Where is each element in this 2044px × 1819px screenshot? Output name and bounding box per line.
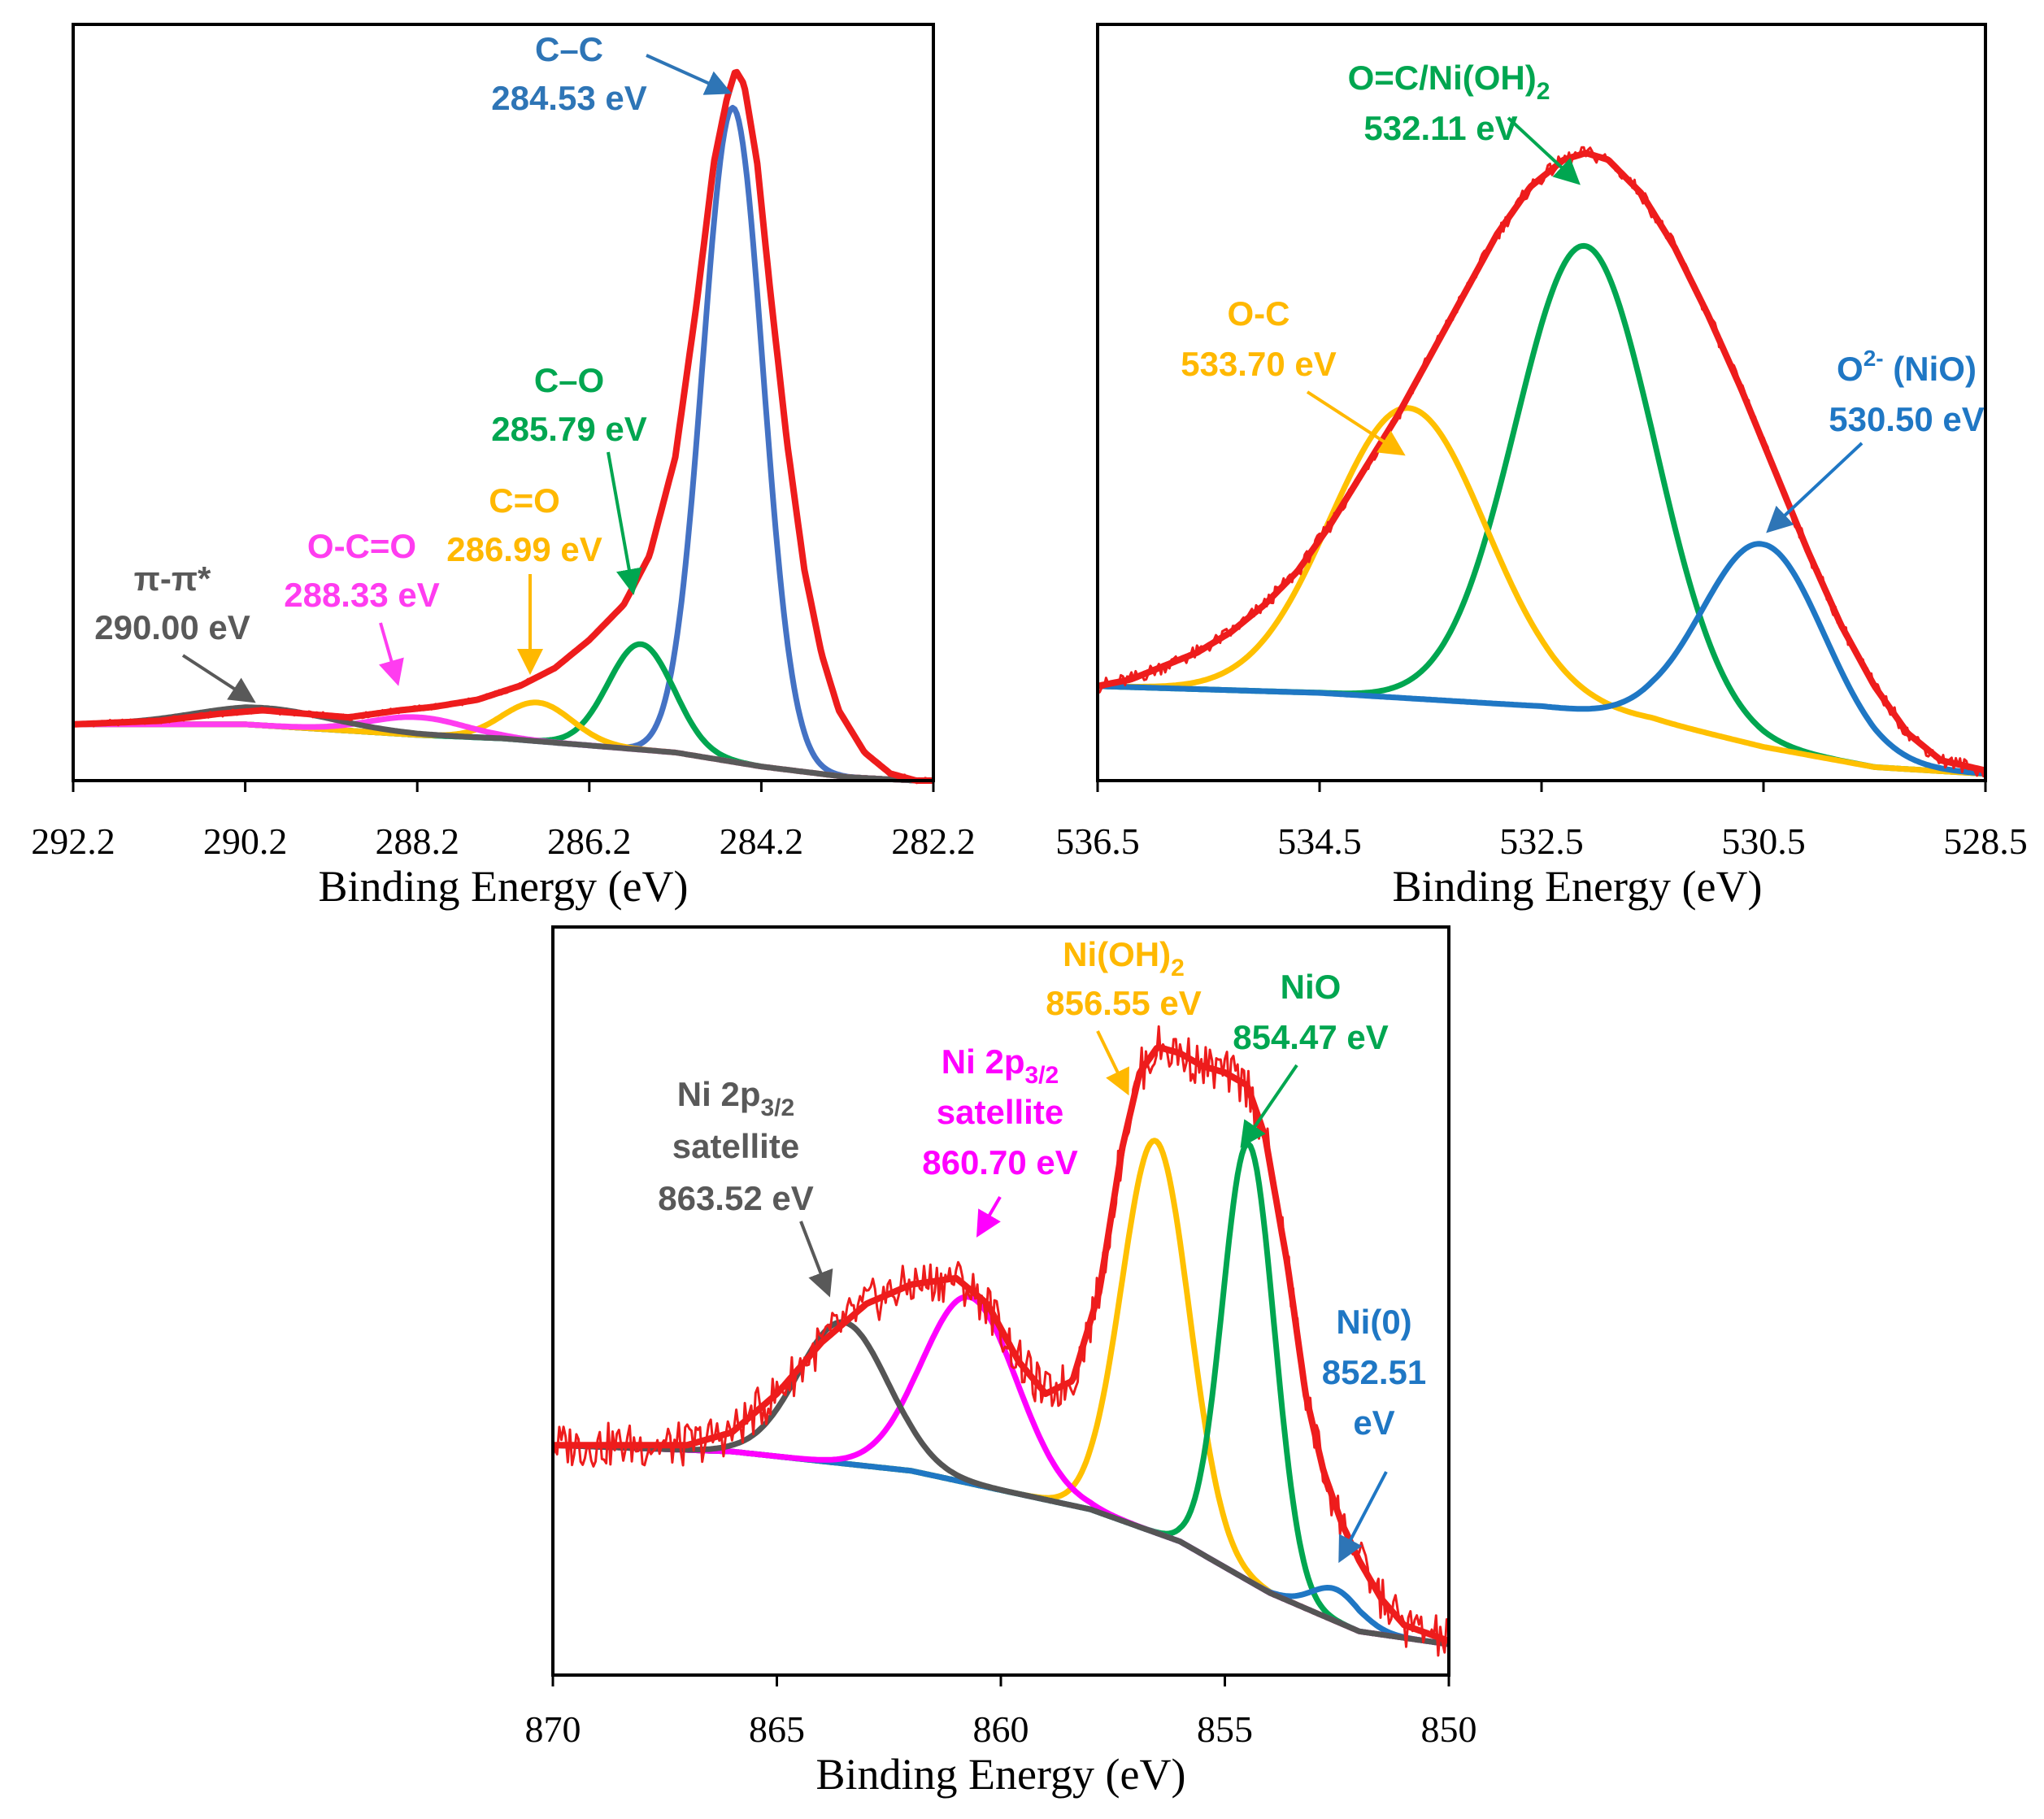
ni2p-annotation-nio-name: NiO	[1281, 968, 1342, 1006]
c1s-tick-label-1: 290.2	[203, 820, 288, 862]
o1s-tick-label-2: 532.5	[1499, 820, 1584, 862]
ni2p-plot-area	[551, 1025, 1450, 1657]
c1s-frame	[72, 23, 935, 782]
o1s-peak-2	[1097, 541, 1986, 777]
ni2p-panel: 870 865 860 855 850 Binding Energy (eV) Ni(O…	[525, 925, 1477, 1799]
o1s-tick-label-0: 536.5	[1055, 820, 1140, 862]
c1s-x-ticks: 292.2 290.2 288.2 286.2 284.2 282.2	[31, 781, 976, 862]
ni2p-annotation-nio-energy: 854.47 eV	[1233, 1018, 1389, 1056]
c1s-peak-4	[72, 704, 934, 784]
o1s-envelope	[1096, 150, 1987, 774]
o1s-arrow-oc	[1306, 390, 1406, 456]
c1s-tick-label-4: 284.2	[720, 820, 804, 862]
c1s-tick-label-3: 286.2	[547, 820, 632, 862]
o1s-annotation-oc-nioh-energy: 532.11 eV	[1363, 109, 1517, 147]
c1s-annotation-pi: π-π* 290.00 eV	[94, 559, 256, 703]
ni2p-x-axis-label: Binding Energy (eV)	[816, 1750, 1186, 1799]
c1s-plot-area	[72, 68, 935, 785]
o1s-tick-label-4: 528.5	[1943, 820, 2028, 862]
ni2p-annotation-ni0-unit: eV	[1353, 1403, 1394, 1442]
c1s-annotation-c-double-o: C=O 286.99 eV	[446, 481, 602, 675]
c1s-annotation-co-name: C–O	[534, 361, 604, 399]
ni2p-tick-label-0: 870	[525, 1708, 581, 1750]
o1s-annotation-oc-name: O-C	[1228, 294, 1290, 333]
c1s-annotation-ocdo-energy: 288.33 eV	[284, 576, 440, 614]
ni2p-arrow-sat-863	[799, 1221, 833, 1298]
ni2p-annotation-sat-860-label: satellite	[937, 1093, 1063, 1131]
o1s-panel: 536.5 534.5 532.5 530.5 528.5 Binding Energy…	[1055, 23, 2028, 911]
ni2p-arrow-ni0	[1338, 1471, 1388, 1564]
o1s-arrow-oc-nioh	[1507, 116, 1581, 185]
o1s-tick-label-1: 534.5	[1277, 820, 1362, 862]
c1s-annotation-cc-energy: 284.53 eV	[491, 79, 647, 117]
ni2p-annotation-sat-863-label: satellite	[672, 1127, 799, 1165]
o1s-annotation-oc-energy: 533.70 eV	[1181, 345, 1337, 383]
c1s-annotation-co: C–O 285.79 eV	[491, 361, 647, 595]
ni2p-annotation-nioh2-name: Ni(OH)2	[1063, 935, 1185, 981]
ni2p-annotation-nioh2-energy: 856.55 eV	[1046, 984, 1202, 1022]
o1s-annotation-oc-nioh-name: O=C/Ni(OH)2	[1348, 59, 1550, 105]
ni2p-annotation-sat-860-name: Ni 2p3/2	[942, 1042, 1059, 1089]
o1s-x-axis-label: Binding Energy (eV)	[1393, 862, 1763, 911]
ni2p-annotation-sat-860: Ni 2p3/2 satellite 860.70 eV	[922, 1042, 1078, 1238]
ni2p-arrow-nioh2	[1096, 1030, 1129, 1096]
c1s-tick-label-2: 288.2	[375, 820, 459, 862]
ni2p-annotation-sat-863-energy: 863.52 eV	[658, 1179, 814, 1217]
o1s-annotation-nio-energy: 530.50 eV	[1829, 400, 1985, 438]
ni2p-envelope	[551, 1043, 1450, 1644]
ni2p-arrow-nio	[1240, 1064, 1298, 1148]
ni2p-tick-label-2: 860	[973, 1708, 1029, 1750]
c1s-x-axis-label: Binding Energy (eV)	[319, 862, 689, 911]
c1s-annotation-c-double-o-energy: 286.99 eV	[446, 530, 602, 568]
ni2p-tick-label-3: 855	[1197, 1708, 1253, 1750]
ni2p-annotation-sat-863-name: Ni 2p3/2	[677, 1075, 794, 1121]
o1s-annotation-oc: O-C 533.70 eV	[1181, 294, 1406, 456]
ni2p-tick-label-1: 865	[749, 1708, 805, 1750]
o1s-x-ticks: 536.5 534.5 532.5 530.5 528.5	[1055, 781, 2028, 862]
ni2p-annotation-ni0: Ni(0) 852.51 eV	[1322, 1303, 1426, 1564]
o1s-peak-1	[1097, 405, 1986, 777]
o1s-annotation-nio-name: O2- (NiO)	[1837, 346, 1977, 388]
o1s-raw-spectrum	[1097, 146, 1987, 777]
o1s-tick-label-3: 530.5	[1721, 820, 1806, 862]
o1s-plot-area	[1096, 146, 1987, 777]
c1s-tick-label-5: 282.2	[891, 820, 976, 862]
ni2p-tick-label-4: 850	[1421, 1708, 1477, 1750]
c1s-tick-label-0: 292.2	[31, 820, 115, 862]
ni2p-annotation-sat-860-energy: 860.70 eV	[922, 1143, 1078, 1181]
c1s-annotation-cc-name: C–C	[535, 30, 603, 68]
c1s-annotation-co-energy: 285.79 eV	[491, 410, 647, 448]
c1s-annotation-pi-energy: 290.00 eV	[94, 608, 250, 646]
ni2p-annotation-sat-863: Ni 2p3/2 satellite 863.52 eV	[658, 1075, 833, 1298]
o1s-annotation-nio: O2- (NiO) 530.50 eV	[1766, 346, 1985, 533]
c1s-arrow-cc	[646, 54, 733, 95]
c1s-arrow-pi	[181, 654, 256, 703]
c1s-annotation-cc: C–C 284.53 eV	[491, 30, 733, 117]
o1s-arrow-nio	[1766, 442, 1864, 533]
ni2p-annotation-ni0-name: Ni(0)	[1336, 1303, 1411, 1341]
c1s-annotation-c-double-o-name: C=O	[489, 481, 560, 520]
ni2p-x-ticks: 870 865 860 855 850	[525, 1675, 1477, 1750]
c1s-annotation-ocdo: O-C=O 288.33 eV	[284, 527, 440, 686]
ni2p-peak-1	[552, 1141, 1450, 1647]
c1s-envelope	[72, 68, 935, 784]
ni2p-annotation-ni0-value: 852.51	[1322, 1353, 1426, 1391]
c1s-panel: 292.2 290.2 288.2 286.2 284.2 282.2 Binding E…	[31, 23, 976, 911]
c1s-arrow-co	[607, 451, 642, 595]
c1s-arrow-ocdo	[379, 622, 404, 686]
ni2p-annotation-nioh2: Ni(OH)2 856.55 eV	[1046, 935, 1202, 1096]
c1s-annotation-pi-name: π-π*	[134, 559, 211, 598]
ni2p-annotation-nio: NiO 854.47 eV	[1233, 968, 1389, 1148]
ni2p-arrow-sat-860	[976, 1195, 1002, 1238]
c1s-annotation-ocdo-name: O-C=O	[307, 527, 416, 565]
o1s-annotation-oc-nioh: O=C/Ni(OH)2 532.11 eV	[1348, 59, 1581, 185]
